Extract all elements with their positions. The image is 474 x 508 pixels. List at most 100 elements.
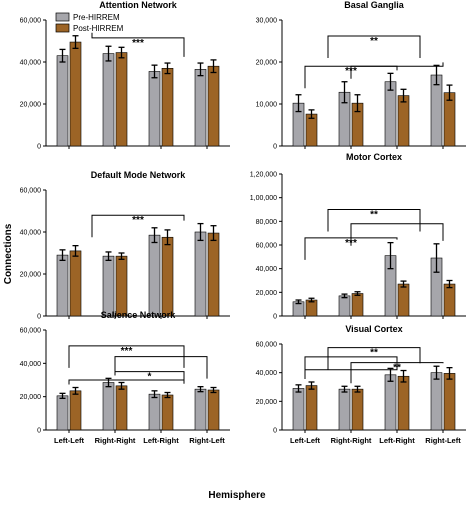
bar bbox=[56, 395, 69, 431]
y-tick-label: 20,000 bbox=[256, 60, 278, 67]
significance-bracket bbox=[114, 356, 208, 379]
significance-bracket bbox=[68, 379, 185, 385]
bar bbox=[397, 375, 410, 431]
y-tick-label: 60,000 bbox=[20, 188, 42, 195]
panel-title: Attention Network bbox=[99, 0, 177, 10]
panel-title: Motor Cortex bbox=[346, 152, 402, 162]
bar bbox=[161, 236, 174, 317]
significance-marker: *** bbox=[345, 238, 357, 249]
y-tick-label: 20,000 bbox=[256, 399, 278, 406]
significance-bracket bbox=[327, 35, 421, 58]
y-tick-label: 20,000 bbox=[20, 394, 42, 401]
significance-marker: *** bbox=[121, 346, 133, 357]
legend-label-pre: Pre-HIRREM bbox=[73, 13, 120, 22]
y-tick-label: 0 bbox=[273, 428, 277, 435]
significance-marker: ** bbox=[370, 210, 378, 221]
bar bbox=[207, 232, 220, 317]
significance-marker: ** bbox=[370, 36, 378, 47]
significance-bracket bbox=[350, 62, 444, 79]
bar bbox=[207, 65, 220, 147]
chart-panel-1: Attention Network 0 20,000 40,000 60,000 *** bbox=[20, 0, 230, 151]
bar bbox=[351, 388, 364, 431]
chart-panel-6: Visual Cortex 0 20,000 40,000 60,000 Left-Lef… bbox=[256, 324, 466, 445]
y-tick-label: 20,000 bbox=[20, 272, 42, 279]
panel-title: Basal Ganglia bbox=[344, 0, 405, 10]
bar bbox=[56, 55, 69, 147]
significance-marker: * bbox=[148, 372, 152, 383]
bar bbox=[338, 295, 351, 317]
bar bbox=[115, 255, 128, 317]
panel-title: Salience Network bbox=[101, 310, 177, 320]
significance-marker: *** bbox=[132, 215, 144, 226]
panel-title: Default Mode Network bbox=[91, 170, 187, 180]
x-tick-label: Left-Right bbox=[379, 436, 415, 445]
bar bbox=[69, 250, 82, 317]
bar bbox=[161, 68, 174, 147]
y-tick-label: 60,000 bbox=[20, 328, 42, 335]
y-tick-label: 1,00,000 bbox=[250, 195, 277, 202]
significance-bracket bbox=[91, 214, 185, 238]
significance-bracket bbox=[350, 362, 444, 384]
y-tick-label: 40,000 bbox=[256, 370, 278, 377]
x-tick-label: Right-Left bbox=[425, 436, 461, 445]
bar bbox=[148, 71, 161, 147]
y-tick-label: 30,000 bbox=[256, 18, 278, 25]
y-tick-label: 0 bbox=[37, 314, 41, 321]
significance-bracket bbox=[350, 223, 444, 246]
x-tick-label: Left-Right bbox=[143, 436, 179, 445]
significance-bracket bbox=[327, 347, 421, 370]
bar bbox=[148, 393, 161, 431]
bar bbox=[69, 41, 82, 147]
y-tick-label: 40,000 bbox=[256, 266, 278, 273]
bar bbox=[115, 385, 128, 431]
bar bbox=[102, 53, 115, 147]
bar bbox=[102, 382, 115, 431]
bar bbox=[397, 283, 410, 317]
bar bbox=[338, 388, 351, 431]
x-tick-label: Right-Left bbox=[189, 436, 225, 445]
significance-bracket bbox=[91, 32, 185, 57]
bar bbox=[351, 293, 364, 317]
legend-label-post: Post-HIRREM bbox=[73, 24, 124, 33]
bar bbox=[292, 388, 305, 431]
y-tick-label: 80,000 bbox=[256, 219, 278, 226]
legend: Pre-HIRREM Post-HIRREM bbox=[55, 12, 124, 33]
y-tick-label: 10,000 bbox=[256, 102, 278, 109]
bar bbox=[194, 231, 207, 317]
significance-bracket bbox=[304, 237, 398, 260]
legend-swatch-pre bbox=[55, 12, 70, 22]
x-axis-label: Hemisphere bbox=[208, 490, 266, 501]
bar bbox=[102, 255, 115, 317]
chart-panel-4: Motor Cortex 0 20,000 40,000 60,000 80,000 1,0… bbox=[250, 152, 466, 321]
y-tick-label: 1,20,000 bbox=[250, 172, 277, 179]
bar bbox=[69, 390, 82, 431]
significance-bracket bbox=[304, 365, 398, 379]
legend-swatch-post bbox=[55, 23, 70, 33]
y-axis-label: Connections bbox=[3, 223, 14, 284]
bar bbox=[56, 254, 69, 317]
bar bbox=[430, 372, 443, 431]
bar bbox=[161, 394, 174, 431]
bar bbox=[207, 389, 220, 431]
panel-title: Visual Cortex bbox=[345, 324, 402, 334]
x-tick-label: Left-Left bbox=[54, 436, 84, 445]
y-tick-label: 20,000 bbox=[20, 102, 42, 109]
y-tick-label: 40,000 bbox=[20, 60, 42, 67]
significance-bracket bbox=[304, 356, 398, 379]
significance-marker: *** bbox=[132, 38, 144, 49]
y-tick-label: 0 bbox=[37, 428, 41, 435]
y-tick-label: 20,000 bbox=[256, 290, 278, 297]
bar bbox=[384, 374, 397, 431]
y-tick-label: 60,000 bbox=[256, 342, 278, 349]
bar bbox=[384, 81, 397, 147]
y-tick-label: 60,000 bbox=[256, 243, 278, 250]
y-tick-label: 40,000 bbox=[20, 361, 42, 368]
x-tick-label: Right-Right bbox=[331, 436, 372, 445]
y-tick-label: 40,000 bbox=[20, 230, 42, 237]
significance-bracket bbox=[327, 209, 421, 232]
bar bbox=[194, 69, 207, 147]
bar bbox=[443, 283, 456, 317]
y-tick-label: 60,000 bbox=[20, 18, 42, 25]
